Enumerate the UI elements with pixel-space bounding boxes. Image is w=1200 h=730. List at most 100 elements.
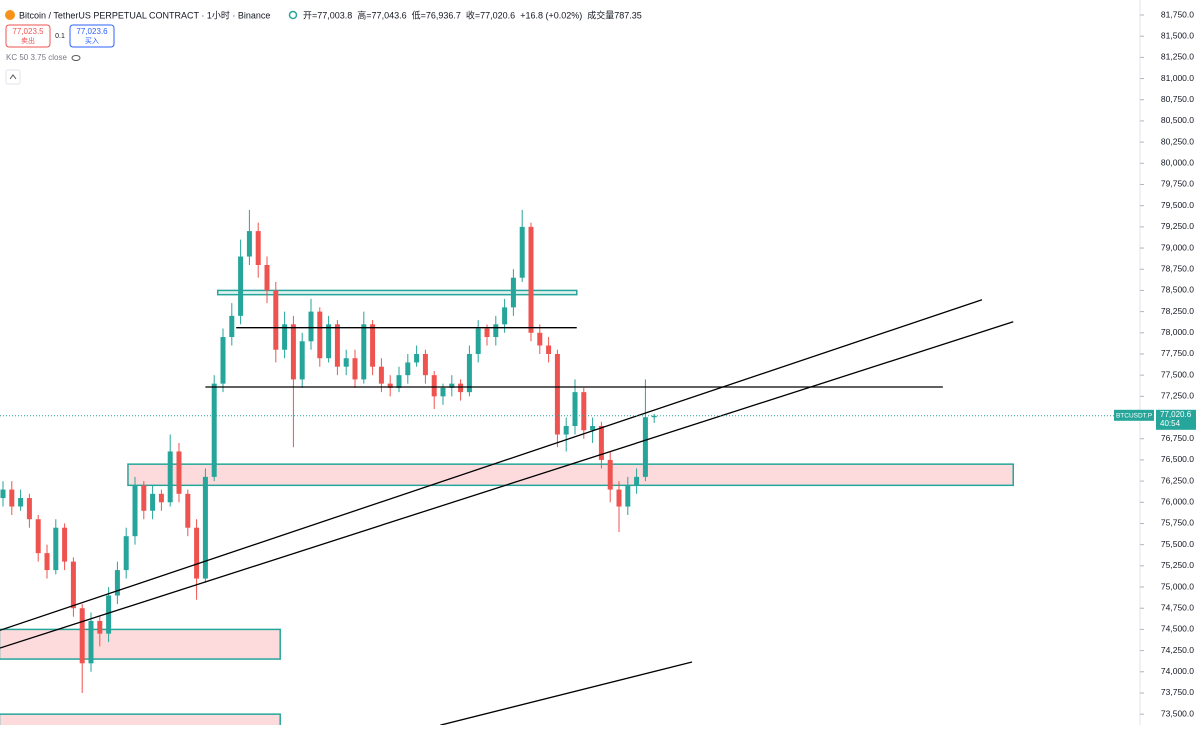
y-tick-label: 81,750.0 <box>1161 9 1194 19</box>
indicator-label: KC 50 3.75 close <box>6 53 67 62</box>
y-tick-label: 74,500.0 <box>1161 624 1194 634</box>
trend-line <box>0 299 983 631</box>
y-tick-label: 78,250.0 <box>1161 306 1194 316</box>
candle-body <box>405 362 411 376</box>
eye-icon[interactable] <box>71 55 81 61</box>
y-tick-label: 78,500.0 <box>1161 285 1194 295</box>
candle-body <box>238 256 244 316</box>
collapse-button[interactable] <box>5 69 21 85</box>
candle-body <box>651 415 657 418</box>
zone <box>0 713 281 725</box>
zone <box>0 628 281 660</box>
y-tick-label: 79,500.0 <box>1161 200 1194 210</box>
countdown: 40:54 <box>1160 419 1181 428</box>
y-tick-label: 73,500.0 <box>1161 708 1194 718</box>
candle-body <box>352 358 358 380</box>
candle-body <box>634 476 640 486</box>
candle-body <box>546 345 552 354</box>
candle-body <box>264 265 270 291</box>
price-tag <box>1156 409 1196 430</box>
candle-body <box>62 527 68 562</box>
y-tick-label: 74,750.0 <box>1161 602 1194 612</box>
candle-body <box>334 324 340 367</box>
candle-body <box>211 383 217 477</box>
candle-body <box>502 307 508 325</box>
y-tick-label: 76,250.0 <box>1161 475 1194 485</box>
candle-body <box>229 315 235 338</box>
candle-body <box>158 493 164 503</box>
ohlc-value: 开=77,003.8 <box>303 10 352 20</box>
trend-line <box>0 321 1014 649</box>
candle-body <box>396 375 402 388</box>
symbol-label: BTCUSDT.P <box>1116 413 1152 420</box>
candle-body <box>449 383 455 388</box>
buy-button[interactable] <box>69 24 115 48</box>
y-tick-label: 76,500.0 <box>1161 454 1194 464</box>
y-tick-label: 80,250.0 <box>1161 136 1194 146</box>
y-tick-label: 75,250.0 <box>1161 560 1194 570</box>
candle-body <box>378 366 384 384</box>
candle-body <box>466 353 472 393</box>
candle-body <box>370 324 376 367</box>
candle-body <box>273 290 279 350</box>
candle-body <box>484 328 490 338</box>
candle-body <box>194 527 200 579</box>
candle-body <box>361 324 367 380</box>
candle-body <box>431 375 437 397</box>
y-tick-label: 76,000.0 <box>1161 497 1194 507</box>
collapse-icon <box>9 74 17 80</box>
ohlc-value: 高=77,043.6 <box>357 9 406 20</box>
candle-body <box>440 387 446 397</box>
ohlc-value: 收=77,020.6 <box>466 9 515 20</box>
candle-body <box>53 527 59 571</box>
candle-body <box>282 324 288 350</box>
candle-body <box>572 392 578 427</box>
candle-body <box>176 451 182 494</box>
candle-body <box>528 226 534 333</box>
sell-button[interactable] <box>5 24 51 48</box>
y-tick-label: 79,750.0 <box>1161 179 1194 189</box>
candle-body <box>554 353 560 435</box>
y-tick-label: 75,750.0 <box>1161 518 1194 528</box>
y-tick-label: 75,000.0 <box>1161 581 1194 591</box>
candle-body <box>387 383 393 388</box>
y-tick-label: 79,000.0 <box>1161 242 1194 252</box>
zone <box>216 289 578 296</box>
candle-body <box>246 231 252 257</box>
sell-label: 卖出 <box>21 36 35 45</box>
candle-body <box>35 519 41 554</box>
y-tick-label: 80,000.0 <box>1161 158 1194 168</box>
candle-body <box>308 311 314 342</box>
ohlc-legend: 开=77,003.8 高=77,043.6 低=76,936.7 收=77,020.6… <box>303 9 642 20</box>
quantity: 0.1 <box>55 33 65 40</box>
candle-body <box>616 489 622 507</box>
symbol-title: Bitcoin / TetherUS PERPETUAL CONTRACT · … <box>19 9 270 20</box>
ohlc-value: 低=76,936.7 <box>412 9 461 20</box>
candle-body <box>519 226 525 278</box>
candle-body <box>9 489 15 507</box>
candle-body <box>97 620 103 634</box>
candle-body <box>326 324 332 359</box>
y-tick-label: 77,500.0 <box>1161 369 1194 379</box>
candle-body <box>317 311 323 359</box>
y-tick-label: 77,250.0 <box>1161 391 1194 401</box>
candle-body <box>18 498 24 507</box>
candle-body <box>123 536 129 571</box>
candle-body <box>642 417 648 477</box>
candle-body <box>26 498 32 520</box>
candle-body <box>132 485 138 537</box>
last-price: 77,020.6 <box>1160 410 1192 419</box>
candle-body <box>607 459 613 490</box>
zone <box>127 463 1014 487</box>
y-tick-label: 80,500.0 <box>1161 115 1194 125</box>
candle-body <box>299 341 305 380</box>
buy-price: 77,023.6 <box>76 27 108 36</box>
candle-body <box>255 231 261 265</box>
candle-body <box>290 324 296 380</box>
y-tick-label: 78,750.0 <box>1161 263 1194 273</box>
y-tick-label: 79,250.0 <box>1161 221 1194 231</box>
buy-label: 买入 <box>85 37 99 45</box>
y-tick-label: 78,000.0 <box>1161 327 1194 337</box>
candle-body <box>563 426 569 435</box>
